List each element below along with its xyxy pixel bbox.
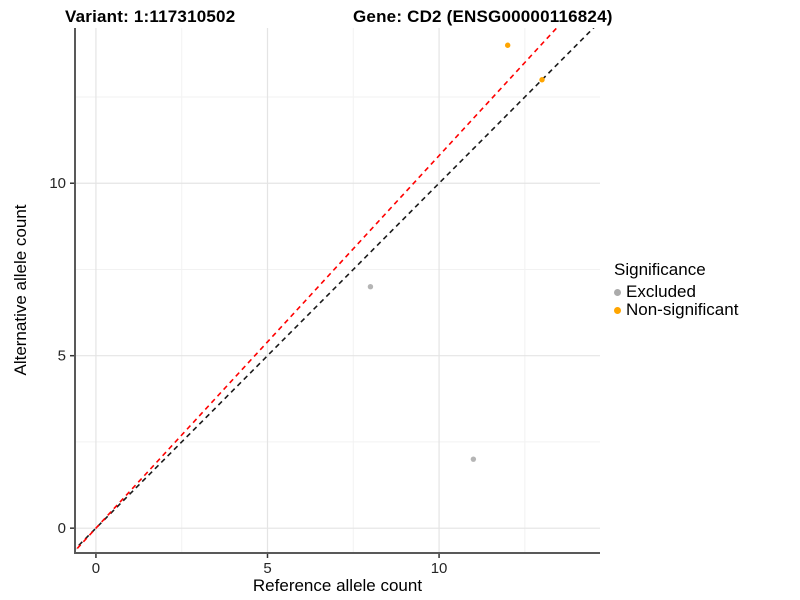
identity-line bbox=[75, 28, 595, 551]
y-tick-label: 5 bbox=[58, 348, 66, 365]
y-tick-label: 0 bbox=[58, 520, 66, 537]
data-point-excluded bbox=[367, 284, 374, 290]
x-axis-title: Reference allele count bbox=[252, 576, 423, 595]
data-point-excluded bbox=[470, 456, 477, 462]
x-tick-label: 0 bbox=[92, 560, 100, 577]
data-point-non-significant bbox=[504, 42, 511, 48]
legend: Significance Excluded Non-significant bbox=[614, 260, 738, 319]
legend-label-non-significant: Non-significant bbox=[626, 300, 739, 319]
ratio-line bbox=[75, 28, 558, 553]
plot-title-variant: Variant: 1:117310502 bbox=[65, 7, 236, 26]
x-tick-label: 10 bbox=[431, 560, 448, 577]
x-tick-label: 5 bbox=[263, 560, 271, 577]
non-significant-dot-icon bbox=[614, 306, 621, 314]
excluded-dot-icon bbox=[614, 288, 621, 296]
legend-label-excluded: Excluded bbox=[626, 282, 696, 301]
y-tick-label: 10 bbox=[49, 175, 66, 192]
legend-item-non-significant: Non-significant bbox=[614, 300, 739, 319]
plot-title-gene: Gene: CD2 (ENSG00000116824) bbox=[353, 7, 613, 26]
legend-title: Significance bbox=[614, 260, 706, 279]
data-point-non-significant bbox=[539, 77, 545, 83]
legend-item-excluded: Excluded bbox=[614, 282, 738, 301]
y-axis-title: Alternative allele count bbox=[11, 204, 30, 376]
